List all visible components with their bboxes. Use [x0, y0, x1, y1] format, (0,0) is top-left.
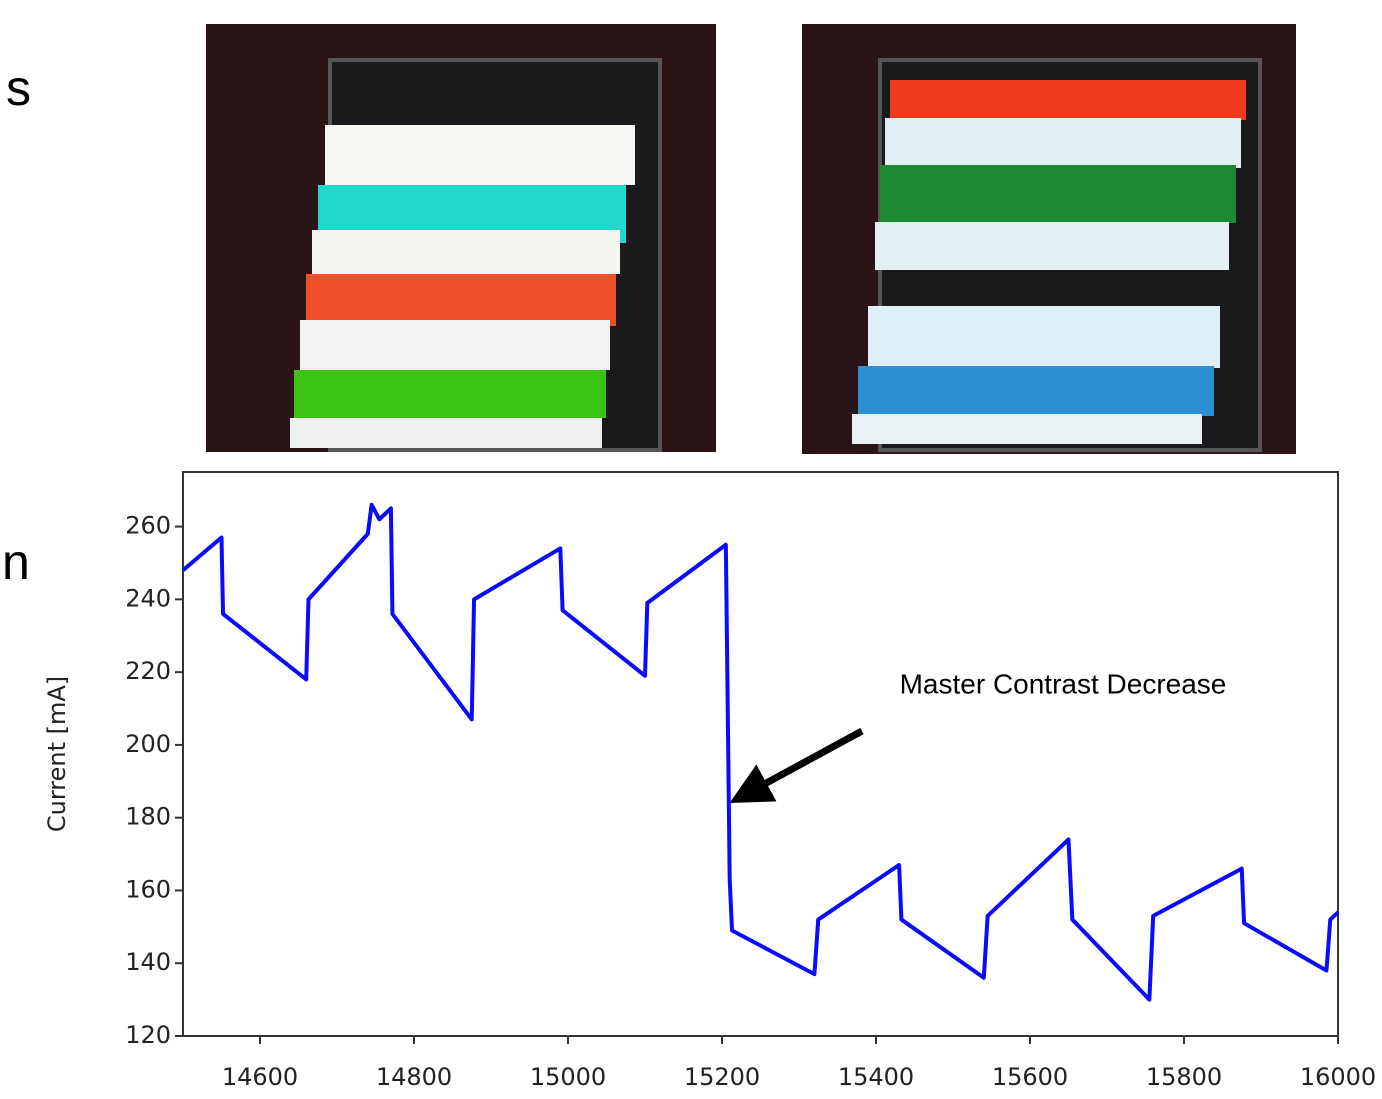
photo-left: [206, 24, 716, 452]
photo-right: [802, 24, 1296, 454]
x-tick-label: 15400: [838, 1063, 914, 1091]
data-line: [181, 502, 1340, 1002]
slide-text: n: [2, 534, 30, 590]
y-tick-label: 240: [125, 584, 171, 612]
x-tick-label: 14800: [376, 1063, 452, 1091]
x-tick-label: 15600: [992, 1063, 1068, 1091]
annotation: Master Contrast Decrease: [900, 668, 1227, 699]
y-tick-label: 220: [125, 657, 171, 685]
annotation-arrow: [729, 727, 864, 804]
y-tick-label: 200: [125, 730, 171, 758]
x-tick-label: 15200: [684, 1063, 760, 1091]
slide-text: s: [6, 60, 31, 116]
y-tick-label: 120: [125, 1021, 171, 1049]
x-tick-label: 15000: [530, 1063, 606, 1091]
x-tick-label: 15800: [1146, 1063, 1222, 1091]
y-axis-label: Current [mA]: [43, 676, 71, 832]
x-tick-label: 14600: [222, 1063, 298, 1091]
y-tick-label: 140: [125, 948, 171, 976]
y-tick-label: 260: [125, 512, 171, 540]
y-tick-label: 180: [125, 803, 171, 831]
x-tick-label: 16000: [1300, 1063, 1376, 1091]
y-tick-label: 160: [125, 875, 171, 903]
plot-frame: [182, 471, 1339, 1037]
